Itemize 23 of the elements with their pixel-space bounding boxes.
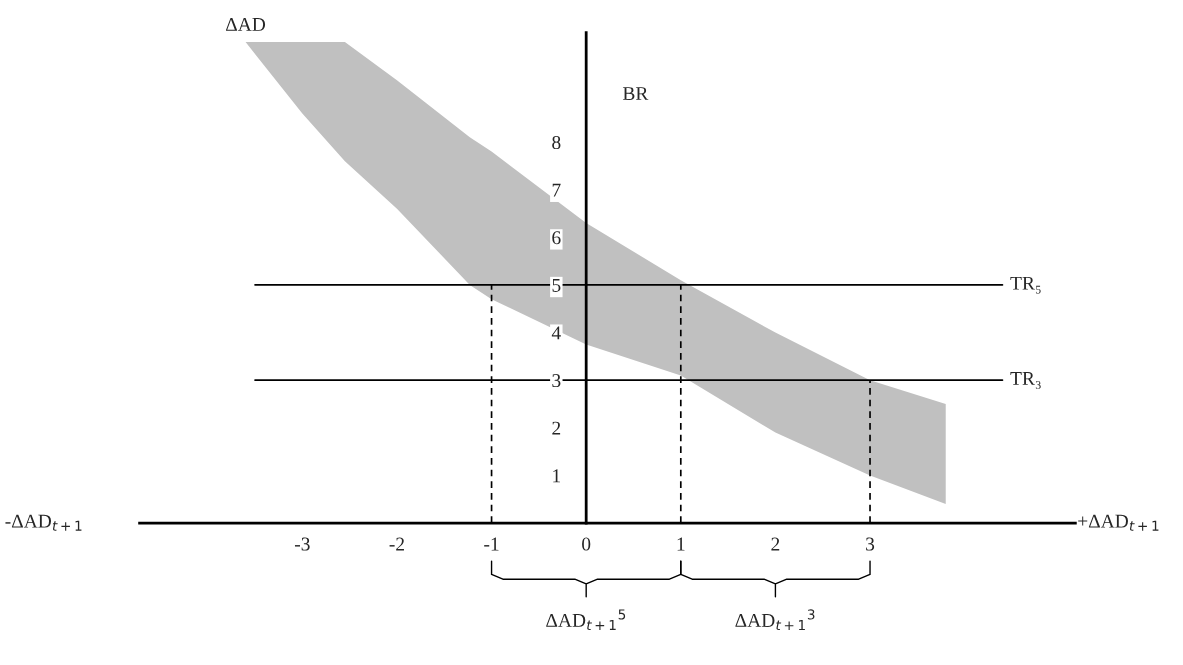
text: ΔAD [226, 17, 266, 31]
series-label: TR₃ [1010, 372, 1041, 389]
y-tick-label: 5 [552, 278, 561, 292]
x-tick-label: 1 [677, 537, 685, 551]
y-tick-label: 8 [552, 135, 561, 150]
x-tick-label: -1 [484, 537, 499, 551]
y-tick-label: 4 [551, 326, 561, 340]
x-tick-label: 2 [771, 537, 780, 551]
y-tick-label: 7 [552, 183, 561, 197]
text: ΔAD$_{t+1}$$^{3}$ [735, 609, 815, 631]
x-tick-label: 0 [582, 537, 591, 551]
y-tick-label: 6 [552, 231, 561, 245]
x-tick-label: -2 [389, 537, 404, 551]
text: ΔAD$_{t+1}$$^{5}$ [546, 609, 626, 630]
y-tick-label: 2 [552, 421, 561, 435]
y-tick-label: 3 [552, 374, 561, 388]
y-tick-label: 1 [553, 469, 561, 483]
x-tick-label: 3 [866, 537, 875, 551]
x-tick-label: -3 [294, 537, 310, 551]
series-label: TR₅ [1010, 276, 1041, 294]
y-axis-title: BR [622, 87, 649, 100]
text: -ΔAD$_{t+1}$ [5, 514, 82, 531]
x-axis-title: +ΔAD$_{t+1}$ [1078, 514, 1159, 531]
